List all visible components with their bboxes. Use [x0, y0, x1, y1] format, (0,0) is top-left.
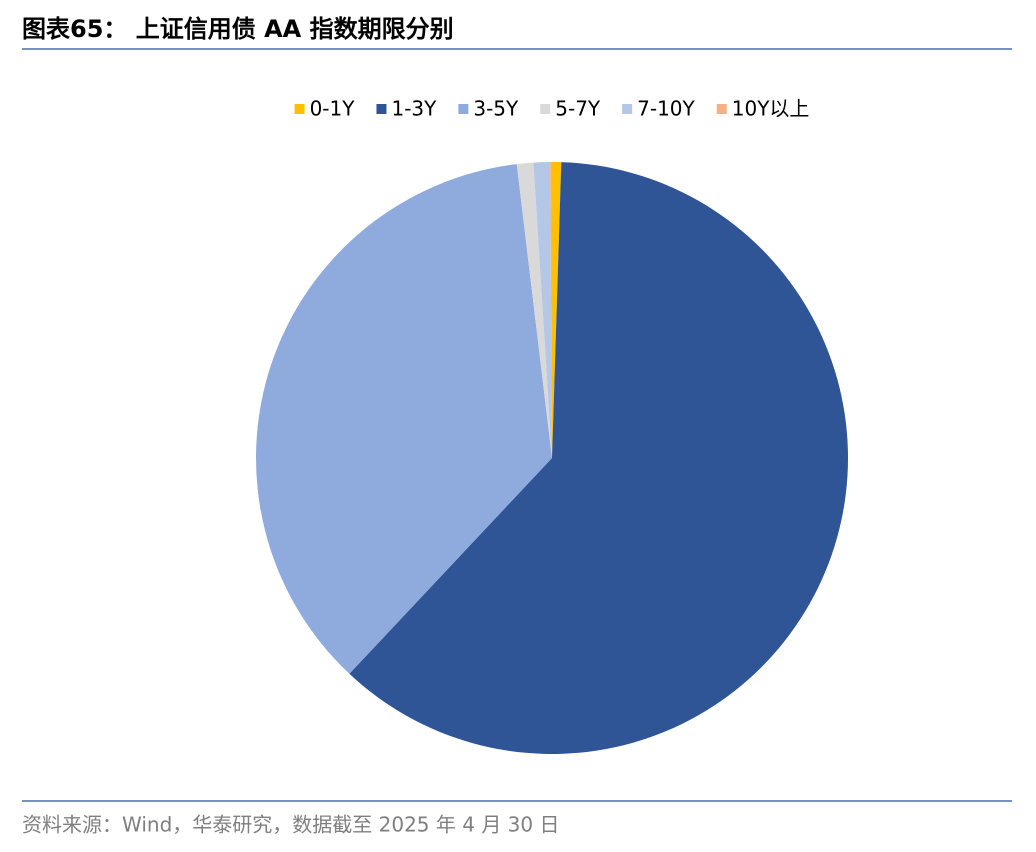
legend-item: 7-10Y	[622, 97, 696, 121]
legend-swatch	[622, 104, 633, 114]
legend-swatch	[716, 104, 727, 114]
pie-slice	[255, 164, 553, 674]
legend-label: 0-1Y	[310, 97, 356, 121]
pie-slice	[552, 162, 562, 458]
legend-item: 1-3Y	[376, 97, 437, 121]
pie	[255, 162, 848, 754]
legend-label: 5-7Y	[555, 97, 601, 121]
legend-label: 3-5Y	[473, 97, 519, 121]
pie-slice	[550, 162, 552, 458]
legend-swatch	[294, 104, 305, 114]
source-note: 资料来源：Wind，华泰研究，数据截至 2025 年 4 月 30 日	[22, 813, 559, 837]
pie-slice	[533, 162, 552, 458]
legend-label: 7-10Y	[637, 97, 695, 121]
legend-swatch	[376, 104, 387, 114]
legend-item: 10Y以上	[716, 97, 810, 121]
legend-label: 10Y以上	[732, 97, 810, 121]
legend-swatch	[458, 104, 469, 114]
pie-slice	[516, 162, 552, 458]
pie-slice	[349, 162, 848, 754]
legend-item: 0-1Y	[294, 97, 356, 121]
legend: 0-1Y 1-3Y 3-5Y 5-7Y 7-10Y 10Y以上	[294, 97, 810, 121]
legend-item: 3-5Y	[458, 97, 519, 121]
legend-label: 1-3Y	[391, 97, 437, 121]
chart-title: 图表65： 上证信用债 AA 指数期限分别	[22, 15, 454, 43]
legend-item: 5-7Y	[540, 97, 601, 121]
legend-swatch	[540, 104, 551, 114]
